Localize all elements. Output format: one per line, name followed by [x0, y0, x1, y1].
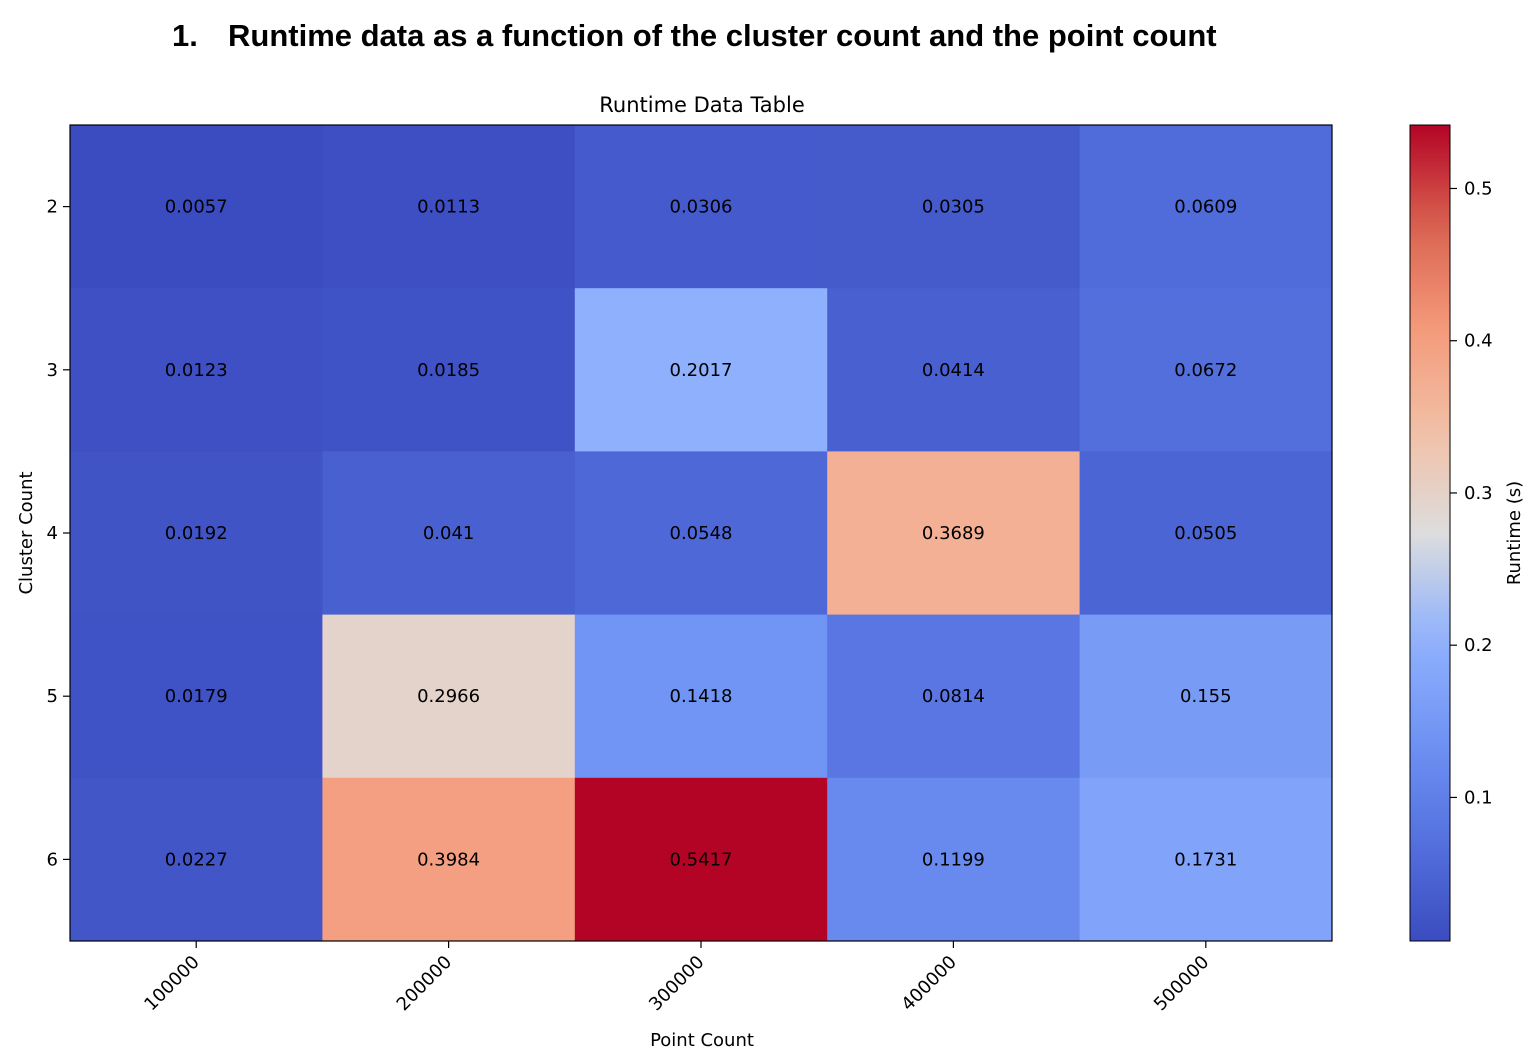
heading-text: Runtime data as a function of the cluste…	[228, 18, 1217, 53]
y-axis-label: Cluster Count	[16, 471, 37, 594]
colorbar-tick-label: 0.2	[1464, 635, 1493, 656]
heatmap-cell	[1079, 125, 1333, 289]
colorbar-ticks: 0.1 0.2 0.3 0.4 0.5	[1450, 178, 1493, 808]
cell-value-label: 0.041	[423, 523, 475, 544]
heatmap-cell	[322, 777, 576, 942]
cell-value-label: 0.0179	[165, 686, 228, 707]
x-tick-label: 300000	[645, 952, 708, 1015]
heatmap-cell	[70, 614, 323, 779]
cell-value-label: 0.0113	[417, 197, 480, 218]
cell-value-label: 0.2017	[670, 360, 733, 381]
cell-value-label: 0.0306	[670, 197, 733, 218]
x-tick-label: 500000	[1150, 952, 1213, 1015]
page-heading: 1. Runtime data as a function of the clus…	[172, 18, 1217, 54]
cell-value-label: 0.0305	[922, 197, 985, 218]
x-tick-label: 200000	[393, 952, 456, 1015]
heatmap-cell	[827, 125, 1081, 289]
colorbar-tick-label: 0.1	[1464, 787, 1493, 808]
heatmap-cell	[1079, 777, 1333, 942]
colorbar-label: Runtime (s)	[1504, 481, 1525, 585]
cell-value-label: 0.0185	[417, 360, 480, 381]
y-tick-label: 4	[47, 523, 58, 544]
x-tick-label: 400000	[897, 952, 960, 1015]
colorbar	[1409, 124, 1451, 942]
cell-value-label: 0.0609	[1174, 197, 1237, 218]
cell-value-label: 0.0123	[165, 360, 228, 381]
heatmap-cells	[70, 125, 1333, 942]
y-tick-label: 6	[47, 849, 58, 870]
colorbar-tick-label: 0.4	[1464, 331, 1493, 352]
heatmap-cell	[827, 451, 1081, 616]
heatmap-cell	[70, 125, 323, 289]
heatmap-cell	[322, 125, 576, 289]
y-tick-label: 3	[47, 360, 58, 381]
heatmap-cell	[827, 288, 1081, 452]
heatmap-cell	[70, 451, 323, 616]
x-tick-label: 100000	[140, 952, 203, 1015]
heatmap-cell-labels: 0.0057 0.0113 0.0306 0.0305 0.0609 0.0123 0.01…	[165, 197, 1238, 871]
cell-value-label: 0.0814	[922, 686, 985, 707]
cell-value-label: 0.0057	[165, 197, 228, 218]
heatmap-cell	[1079, 614, 1333, 779]
cell-value-label: 0.2966	[417, 686, 480, 707]
cell-value-label: 0.5417	[670, 849, 733, 870]
heatmap-cell	[322, 614, 576, 779]
heading-number: 1.	[172, 18, 198, 53]
cell-value-label: 0.0227	[165, 849, 228, 870]
cell-value-label: 0.1731	[1174, 849, 1237, 870]
cell-value-label: 0.0548	[670, 523, 733, 544]
heatmap-cell	[1079, 451, 1333, 616]
colorbar-tick-label: 0.3	[1464, 483, 1493, 504]
cell-value-label: 0.3984	[417, 849, 480, 870]
heatmap-cell	[827, 614, 1081, 779]
heatmap-cell	[70, 777, 323, 942]
heatmap-cell	[70, 288, 323, 452]
colorbar-tick-label: 0.5	[1464, 178, 1493, 199]
chart-title: Runtime Data Table	[599, 93, 805, 117]
heatmap-cell	[1079, 288, 1333, 452]
heatmap-cell	[827, 777, 1081, 942]
x-axis-label: Point Count	[650, 1030, 754, 1051]
cell-value-label: 0.1418	[670, 686, 733, 707]
x-axis-ticks: 100000 200000 300000 400000 500000	[140, 941, 1213, 1015]
heatmap-cell	[574, 777, 828, 942]
heatmap-cell	[574, 614, 828, 779]
cell-value-label: 0.1199	[922, 849, 985, 870]
heatmap-cell	[574, 451, 828, 616]
y-tick-label: 2	[47, 197, 58, 218]
cell-value-label: 0.0672	[1174, 360, 1237, 381]
cell-value-label: 0.0192	[165, 523, 228, 544]
cell-value-label: 0.0414	[922, 360, 985, 381]
y-tick-label: 5	[47, 686, 58, 707]
cell-value-label: 0.3689	[922, 523, 985, 544]
heatmap-cell	[574, 288, 828, 452]
cell-value-label: 0.155	[1180, 686, 1232, 707]
cell-value-label: 0.0505	[1174, 523, 1237, 544]
heatmap-cell	[322, 451, 576, 616]
y-axis-ticks: 2 3 4 5 6	[47, 197, 70, 870]
heatmap-cell	[322, 288, 576, 452]
heatmap-cell	[574, 125, 828, 289]
